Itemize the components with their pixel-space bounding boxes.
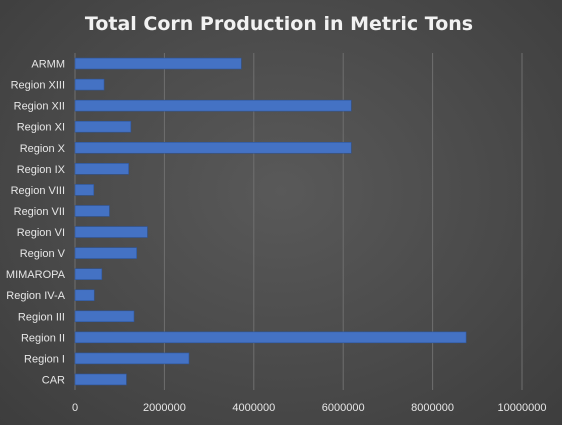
x-tick-label: 0 [72, 402, 78, 414]
category-label: Region V [20, 248, 66, 260]
x-axis-tick-labels: 0 2000000 4000000 6000000 8000000 10000000 [72, 402, 547, 414]
category-label: Region I [24, 353, 65, 365]
category-label: CAR [42, 374, 65, 386]
category-label: Region XI [17, 122, 65, 134]
x-tick-label: 2000000 [143, 402, 186, 414]
bar [74, 78, 105, 91]
bar [74, 226, 148, 238]
bar [74, 163, 129, 175]
category-label: Region II [21, 332, 65, 344]
bar [74, 331, 467, 344]
x-tick-label: 10000000 [498, 402, 547, 414]
category-label: ARMM [31, 59, 65, 71]
bar [74, 120, 132, 133]
bar [74, 99, 352, 112]
bar [74, 373, 127, 386]
bar [74, 205, 110, 217]
category-label: Region III [18, 311, 65, 323]
category-label: Region VI [17, 227, 65, 239]
bar [74, 289, 95, 301]
bar [74, 352, 190, 365]
bar [74, 310, 135, 323]
category-label: Region VIII [11, 185, 65, 197]
chart-title: Total Corn Production in Metric Tons [85, 13, 473, 35]
bar [74, 57, 242, 70]
bar [74, 184, 95, 196]
x-tick-label: 8000000 [411, 402, 454, 414]
category-label: Region XIII [11, 80, 65, 92]
x-tick-label: 4000000 [232, 402, 275, 414]
category-labels: ARMM Region XIII Region XII Region XI Region… [6, 59, 66, 387]
category-label: Region IV-A [6, 290, 65, 302]
x-tick-label: 6000000 [322, 402, 365, 414]
bar [74, 247, 137, 259]
bar [74, 268, 103, 280]
bars [74, 57, 467, 386]
category-label: Region X [20, 143, 66, 155]
category-label: Region IX [17, 164, 66, 176]
category-label: Region VII [14, 206, 65, 218]
bar [74, 142, 352, 154]
category-label: Region XII [14, 101, 65, 113]
category-label: MIMAROPA [6, 269, 66, 281]
